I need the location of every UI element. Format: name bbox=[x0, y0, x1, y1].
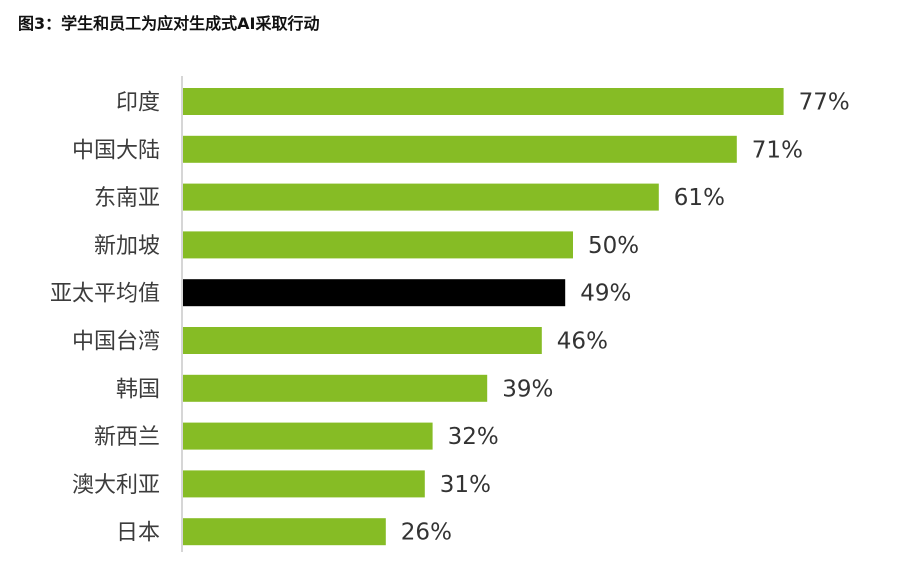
value-label: 46% bbox=[557, 329, 608, 355]
bar-9 bbox=[183, 518, 386, 546]
category-label: 韩国 bbox=[116, 377, 160, 402]
category-label: 中国大陆 bbox=[72, 138, 160, 163]
category-label: 亚太平均值 bbox=[50, 282, 160, 307]
value-label: 31% bbox=[440, 472, 491, 498]
value-label: 71% bbox=[752, 137, 803, 163]
bar-4 bbox=[183, 279, 566, 307]
category-label: 中国台湾 bbox=[72, 330, 160, 355]
bar-0 bbox=[183, 88, 784, 115]
value-label: 32% bbox=[448, 424, 499, 450]
bar-3 bbox=[183, 231, 573, 259]
bar-7 bbox=[183, 422, 433, 450]
category-label: 新西兰 bbox=[94, 425, 160, 450]
value-label: 39% bbox=[502, 376, 553, 402]
category-label: 澳大利亚 bbox=[72, 473, 160, 498]
bar-1 bbox=[183, 135, 737, 163]
category-label: 东南亚 bbox=[94, 186, 160, 211]
figure-title: 图3：学生和员工为应对生成式AI采取行动 bbox=[18, 14, 320, 33]
value-label: 77% bbox=[799, 90, 850, 116]
category-label: 日本 bbox=[116, 521, 160, 546]
bar-2 bbox=[183, 183, 659, 211]
bar-6 bbox=[183, 374, 488, 402]
bar-5 bbox=[183, 327, 542, 354]
category-label: 新加坡 bbox=[94, 234, 160, 259]
value-label: 49% bbox=[580, 281, 631, 307]
value-label: 61% bbox=[674, 185, 725, 211]
bar-8 bbox=[183, 470, 425, 498]
category-label: 印度 bbox=[116, 91, 160, 116]
value-label: 50% bbox=[588, 233, 639, 259]
value-label: 26% bbox=[401, 520, 452, 546]
